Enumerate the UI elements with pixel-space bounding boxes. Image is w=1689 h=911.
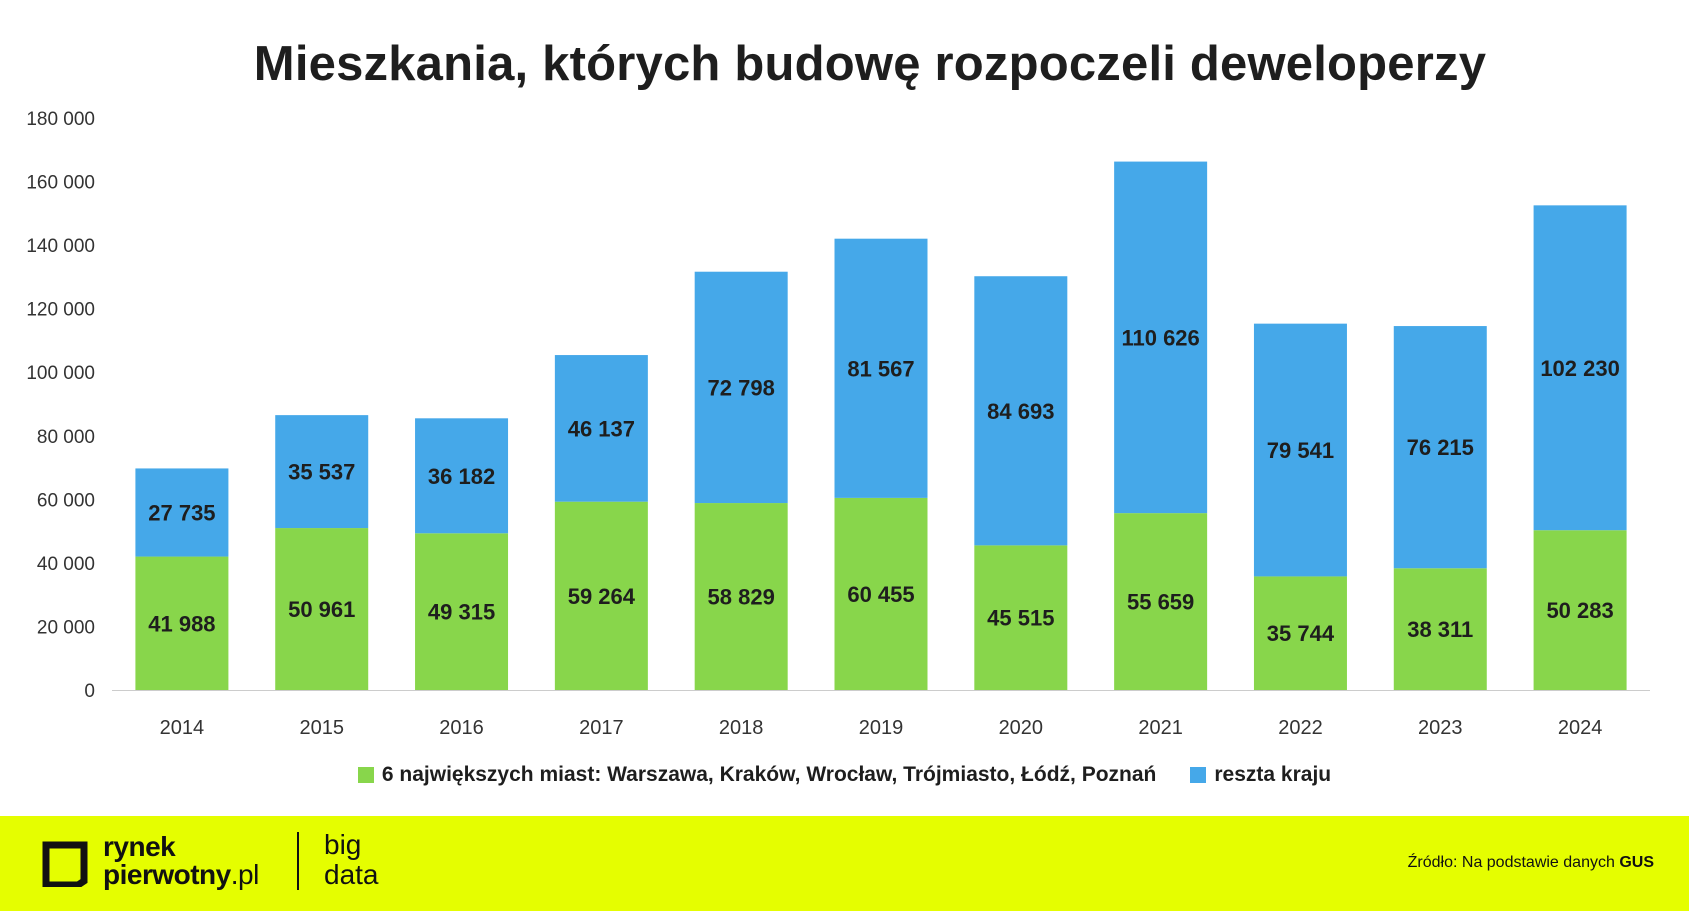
data-label: 36 182 bbox=[428, 464, 495, 489]
logo-suffix: .pl bbox=[230, 859, 260, 890]
data-label: 60 455 bbox=[847, 582, 914, 607]
bar-segment-rest bbox=[135, 468, 229, 557]
data-label: 59 264 bbox=[568, 584, 636, 609]
x-tick-label: 2016 bbox=[439, 717, 484, 739]
y-tick-label: 0 bbox=[84, 681, 95, 702]
data-label: 49 315 bbox=[428, 600, 495, 625]
bar-segment-rest bbox=[974, 276, 1068, 546]
y-axis: 0 20 000 40 000 60 000 80 000 100 000 120 000 1… bbox=[26, 109, 95, 702]
rynek-pierwotny-logo-icon bbox=[42, 841, 88, 887]
legend-swatch-green bbox=[357, 767, 374, 783]
data-label: 79 541 bbox=[1267, 438, 1334, 463]
legend-swatch-blue bbox=[1190, 767, 1207, 783]
legend-item-rest: reszta kraju bbox=[1190, 763, 1331, 787]
x-tick-label: 2015 bbox=[299, 717, 344, 739]
bar-segment-rest bbox=[1253, 323, 1347, 577]
bar-segment-cities bbox=[1114, 513, 1208, 690]
data-label: 76 215 bbox=[1407, 435, 1474, 460]
data-label: 27 735 bbox=[148, 501, 215, 526]
bar-segment-cities bbox=[694, 503, 788, 690]
y-tick-label: 160 000 bbox=[26, 173, 95, 194]
bar-segment-rest bbox=[1533, 205, 1627, 531]
source-bold: GUS bbox=[1619, 854, 1654, 871]
bigdata-line1: big bbox=[324, 829, 362, 860]
x-tick-label: 2023 bbox=[1418, 717, 1463, 739]
data-label: 84 693 bbox=[987, 399, 1054, 424]
bar-segment-rest bbox=[1393, 326, 1487, 569]
x-tick-label: 2014 bbox=[160, 717, 205, 739]
x-tick-label: 2020 bbox=[999, 717, 1044, 739]
source-prefix: Źródło: Na podstawie danych bbox=[1407, 854, 1615, 871]
data-label: 110 626 bbox=[1121, 325, 1199, 350]
logo-line2: pierwotny bbox=[103, 859, 231, 890]
bar-segment-rest bbox=[415, 418, 509, 534]
data-label: 58 829 bbox=[708, 585, 775, 610]
bigdata-line2: data bbox=[324, 859, 379, 890]
bar-segment-cities bbox=[834, 497, 928, 690]
bar-segment-rest bbox=[554, 355, 648, 502]
bigdata-logo: big data bbox=[324, 830, 379, 890]
x-tick-label: 2017 bbox=[579, 717, 624, 739]
y-tick-label: 180 000 bbox=[26, 109, 95, 130]
data-label: 46 137 bbox=[568, 416, 635, 441]
y-tick-label: 40 000 bbox=[37, 554, 95, 575]
x-tick-label: 2022 bbox=[1278, 717, 1323, 739]
x-axis: 2014 2015 2016 2017 2018 2019 2020 2021 2022 2023… bbox=[160, 717, 1603, 739]
legend-label-rest: reszta kraju bbox=[1214, 763, 1332, 786]
x-tick-label: 2019 bbox=[859, 717, 904, 739]
bars bbox=[135, 161, 1627, 690]
bar-segment-rest bbox=[694, 271, 788, 504]
bar-segment-rest bbox=[834, 238, 928, 498]
x-tick-label: 2018 bbox=[719, 717, 764, 739]
data-label: 50 283 bbox=[1546, 598, 1613, 623]
logo-divider bbox=[297, 832, 299, 890]
data-label: 35 744 bbox=[1267, 621, 1335, 646]
y-tick-label: 120 000 bbox=[26, 300, 95, 321]
data-label: 41 988 bbox=[148, 611, 215, 636]
y-tick-label: 20 000 bbox=[37, 617, 95, 638]
footer: rynek pierwotny.pl big data Źródło: Na p… bbox=[0, 816, 1689, 911]
data-label: 81 567 bbox=[847, 356, 914, 381]
data-labels: 41 988 27 735 50 961 35 537 49 315 36 182 59 2… bbox=[148, 325, 1620, 646]
chart-title: Mieszkania, których budowę rozpoczeli de… bbox=[253, 37, 1487, 91]
data-label: 35 537 bbox=[288, 460, 355, 485]
source-note: Źródło: Na podstawie danych GUS bbox=[1408, 854, 1654, 872]
y-tick-label: 60 000 bbox=[37, 490, 95, 511]
bar-segment-cities bbox=[1253, 576, 1347, 690]
legend-label-cities: 6 największych miast: Warszawa, Kraków, … bbox=[381, 763, 1157, 786]
data-label: 102 230 bbox=[1540, 356, 1620, 381]
data-label: 55 659 bbox=[1127, 590, 1194, 615]
bar-segment-cities bbox=[974, 545, 1068, 690]
data-label: 50 961 bbox=[288, 597, 355, 622]
bar-segment-rest bbox=[1114, 161, 1208, 514]
bar-segment-rest bbox=[275, 415, 369, 529]
y-tick-label: 100 000 bbox=[26, 363, 95, 384]
logo-text: rynek pierwotny.pl bbox=[103, 833, 259, 889]
bar-segment-cities bbox=[1393, 568, 1487, 690]
bar-segment-cities bbox=[415, 533, 509, 690]
bar-segment-cities bbox=[135, 556, 229, 690]
chart-area: 0 20 000 40 000 60 000 80 000 100 000 120 000 1… bbox=[26, 109, 1650, 739]
data-label: 38 311 bbox=[1407, 617, 1473, 642]
y-tick-label: 80 000 bbox=[37, 427, 95, 448]
bar-segment-cities bbox=[275, 528, 369, 690]
x-tick-label: 2021 bbox=[1138, 717, 1183, 739]
data-label: 45 515 bbox=[987, 606, 1054, 631]
bar-segment-cities bbox=[554, 501, 648, 690]
x-tick-label: 2024 bbox=[1558, 717, 1603, 739]
data-label: 72 798 bbox=[708, 375, 775, 400]
legend-item-cities: 6 największych miast: Warszawa, Kraków, … bbox=[357, 763, 1157, 787]
bar-segment-cities bbox=[1533, 530, 1627, 690]
legend: 6 największych miast: Warszawa, Kraków, … bbox=[0, 760, 1689, 790]
logo-line1: rynek bbox=[103, 831, 176, 862]
y-tick-label: 140 000 bbox=[26, 236, 95, 257]
